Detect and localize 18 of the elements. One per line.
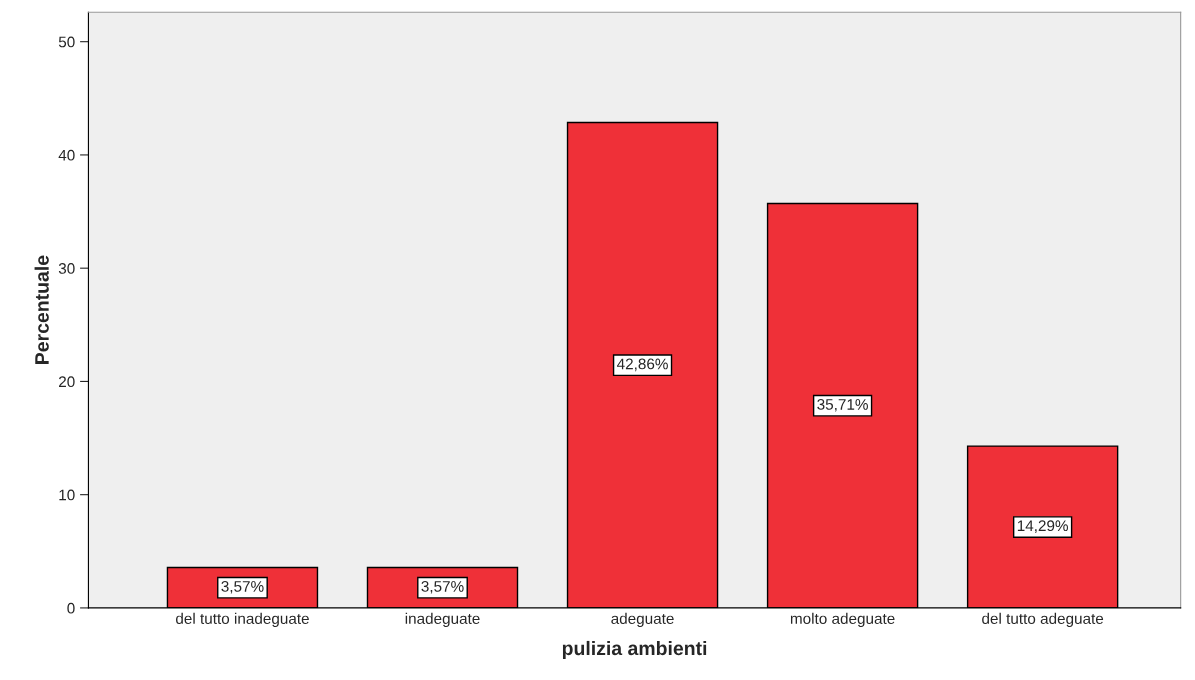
y-tick-label: 30 bbox=[58, 263, 75, 274]
y-tick-label: 50 bbox=[58, 36, 75, 48]
x-tick-label: del tutto inadeguate bbox=[176, 612, 309, 628]
y-tick-label: 0 bbox=[67, 602, 75, 614]
x-tick-label: del tutto adeguate bbox=[982, 612, 1104, 628]
y-tick-label: 40 bbox=[58, 149, 75, 161]
x-tick-label: inadeguate bbox=[405, 612, 480, 628]
data-label: 42,86% bbox=[616, 358, 668, 372]
y-tick-label: 10 bbox=[59, 489, 75, 501]
data-label: 35,71% bbox=[817, 399, 868, 412]
x-axis-title: pulizia ambienti bbox=[562, 640, 707, 660]
data-label: 3,57% bbox=[421, 580, 464, 594]
data-label: 3,57% bbox=[221, 580, 264, 594]
y-tick-label: 20 bbox=[59, 376, 75, 388]
x-tick-label: molto adeguate bbox=[790, 612, 895, 628]
y-axis-title: Percentuale bbox=[34, 255, 49, 364]
x-tick-label: adeguate bbox=[611, 612, 674, 628]
data-label: 14,29% bbox=[1017, 520, 1068, 533]
